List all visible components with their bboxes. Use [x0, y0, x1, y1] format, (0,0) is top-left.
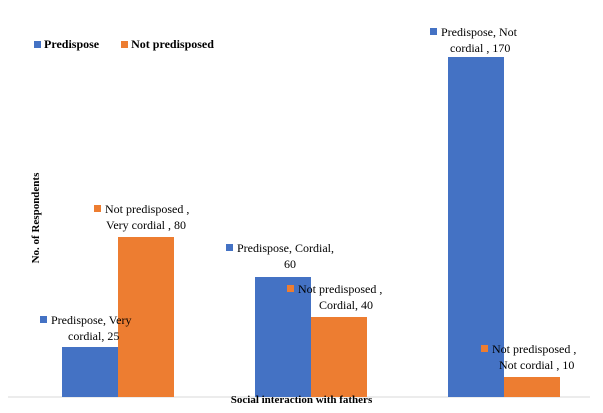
data-label-swatch	[40, 316, 47, 323]
data-label-line-1: Not predisposed ,	[298, 282, 383, 296]
bar-predispose-very-cordial	[62, 347, 118, 397]
bar-not-predisposed-cordial	[311, 317, 367, 397]
data-label-predispose-not-cordial: Predispose, Not cordial , 170	[430, 24, 517, 56]
x-axis-label: Social interaction with fathers	[230, 394, 373, 406]
data-label-line-2: cordial, 25	[68, 329, 120, 343]
legend-item-predispose: Predispose	[34, 37, 99, 52]
data-label-line-1: Predispose, Not	[441, 25, 517, 39]
data-label-line-1: Not predisposed ,	[105, 202, 190, 216]
data-label-swatch	[430, 28, 437, 35]
data-label-line-2: Very cordial , 80	[106, 218, 186, 232]
legend-item-not-predisposed: Not predisposed	[121, 37, 214, 52]
data-label-predispose-very-cordial: Predispose, Very cordial, 25	[40, 312, 131, 344]
data-label-swatch	[481, 345, 488, 352]
legend-label-not-predisposed: Not predisposed	[131, 37, 214, 51]
legend-swatch-not-predisposed	[121, 41, 129, 48]
data-label-predispose-cordial: Predispose, Cordial, 60	[226, 240, 334, 272]
data-label-not-predisposed-very-cordial: Not predisposed , Very cordial , 80	[94, 201, 189, 233]
data-label-not-predisposed-cordial: Not predisposed , Cordial, 40	[287, 281, 382, 313]
bar-not-predisposed-not-cordial	[504, 377, 560, 397]
data-label-swatch	[287, 285, 294, 292]
data-label-swatch	[94, 205, 101, 212]
bar-predispose-cordial	[255, 277, 311, 397]
data-label-line-2: Not cordial , 10	[499, 358, 575, 372]
legend: Predispose Not predisposed	[34, 37, 236, 52]
legend-swatch-predispose	[34, 41, 41, 48]
legend-label-predispose: Predispose	[44, 37, 100, 51]
data-label-swatch	[226, 244, 233, 251]
data-label-line-2: Cordial, 40	[319, 298, 373, 312]
data-label-not-predisposed-not-cordial: Not predisposed , Not cordial , 10	[481, 341, 576, 373]
data-label-line-2: 60	[284, 257, 296, 271]
y-axis-label: No. of Respondents	[30, 172, 42, 264]
data-label-line-2: cordial , 170	[450, 41, 511, 55]
bar-predispose-not-cordial	[448, 57, 504, 397]
data-label-line-1: Predispose, Cordial,	[237, 241, 334, 255]
data-label-line-1: Predispose, Very	[51, 313, 132, 327]
bar-not-predisposed-very-cordial	[118, 237, 174, 397]
data-label-line-1: Not predisposed ,	[492, 342, 577, 356]
